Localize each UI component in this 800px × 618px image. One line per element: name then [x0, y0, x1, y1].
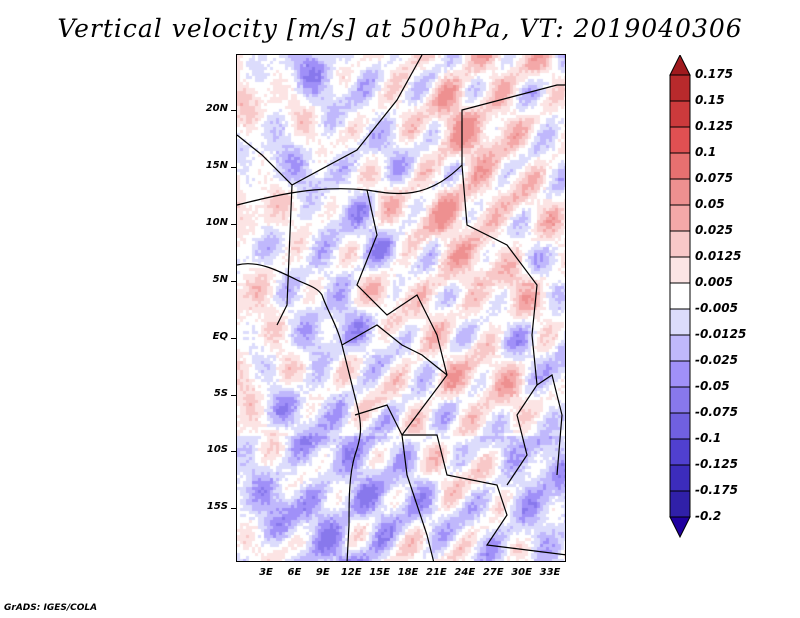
y-tick-label: 5N: [212, 274, 228, 285]
colorbar-label: 0.075: [695, 171, 733, 185]
colorbar-segment: [669, 334, 691, 362]
x-tick-label: 21E: [426, 567, 447, 578]
y-tick-label: 20N: [205, 103, 228, 114]
colorbar-segment: [669, 256, 691, 284]
colorbar-label: -0.175: [695, 483, 738, 497]
colorbar-segment: [669, 204, 691, 232]
y-tick: [231, 508, 236, 509]
x-tick-label: 9E: [315, 567, 330, 578]
y-tick: [231, 167, 236, 168]
colorbar-segment: [669, 490, 691, 518]
colorbar-label: -0.2: [695, 509, 722, 523]
colorbar-label: 0.15: [695, 93, 725, 107]
colorbar-segment: [669, 438, 691, 466]
grads-credit: GrADS: IGES/COLA: [4, 603, 98, 613]
colorbar-label: -0.05: [695, 379, 730, 393]
border: [536, 374, 563, 476]
y-tick-label: 15S: [206, 501, 228, 512]
colorbar-label: 0.05: [695, 197, 725, 211]
y-tick: [231, 224, 236, 225]
chart-title: Vertical velocity [m/s] at 500hPa, VT: 2…: [57, 14, 743, 43]
country-borders: [237, 55, 565, 561]
y-tick-label: 15N: [205, 160, 228, 171]
x-tick-label: 27E: [482, 567, 504, 578]
colorbar-segment: [669, 282, 691, 310]
x-tick-label: 18E: [397, 567, 419, 578]
border: [402, 434, 565, 556]
border: [461, 164, 538, 336]
y-tick: [231, 338, 236, 339]
colorbar-segment: [669, 126, 691, 154]
colorbar-label: 0.1: [695, 145, 717, 159]
colorbar-label: -0.005: [695, 301, 738, 315]
colorbar-label: -0.0125: [695, 327, 747, 341]
border: [506, 334, 538, 486]
border: [237, 55, 423, 186]
y-tick: [231, 451, 236, 452]
colorbar-segment: [669, 230, 691, 258]
colorbar-label: -0.025: [695, 353, 738, 367]
colorbar-segment: [669, 412, 691, 440]
colorbar-segment: [669, 360, 691, 388]
colorbar: [669, 55, 691, 539]
colorbar-label: 0.175: [695, 67, 733, 81]
colorbar-segment: [669, 178, 691, 206]
colorbar-min-arrow: [669, 516, 691, 539]
velocity-field: [237, 55, 565, 561]
colorbar-label: 0.125: [695, 119, 733, 133]
y-tick-label: 10S: [206, 444, 228, 455]
x-tick-label: 24E: [454, 567, 476, 578]
x-tick-label: 6E: [287, 567, 302, 578]
colorbar-label: 0.0125: [695, 249, 742, 263]
border: [354, 404, 435, 561]
coastline: [237, 263, 362, 561]
y-tick: [231, 281, 236, 282]
colorbar-segment: [669, 100, 691, 128]
colorbar-segment: [669, 74, 691, 102]
y-tick: [231, 395, 236, 396]
border: [276, 184, 293, 326]
x-tick-label: 30E: [511, 567, 532, 578]
colorbar-segment: [669, 464, 691, 492]
y-tick-label: 10N: [205, 217, 228, 228]
colorbar-segment: [669, 152, 691, 180]
map-plot: [236, 54, 566, 562]
border: [356, 189, 448, 436]
x-tick-label: 12E: [340, 567, 362, 578]
colorbar-label: -0.1: [695, 431, 722, 445]
x-tick-label: 15E: [369, 567, 390, 578]
x-tick-label: 33E: [539, 567, 561, 578]
colorbar-segment: [669, 308, 691, 336]
colorbar-label: 0.005: [695, 275, 733, 289]
y-tick: [231, 110, 236, 111]
colorbar-label: 0.025: [695, 223, 733, 237]
x-tick-label: 3E: [259, 567, 273, 578]
border: [341, 324, 448, 376]
border: [237, 84, 565, 206]
colorbar-segment: [669, 386, 691, 414]
colorbar-label: -0.075: [695, 405, 738, 419]
y-tick-label: EQ: [212, 331, 228, 342]
colorbar-label: -0.125: [695, 457, 738, 471]
y-tick-label: 5S: [213, 388, 228, 399]
colorbar-max-arrow: [669, 55, 691, 76]
